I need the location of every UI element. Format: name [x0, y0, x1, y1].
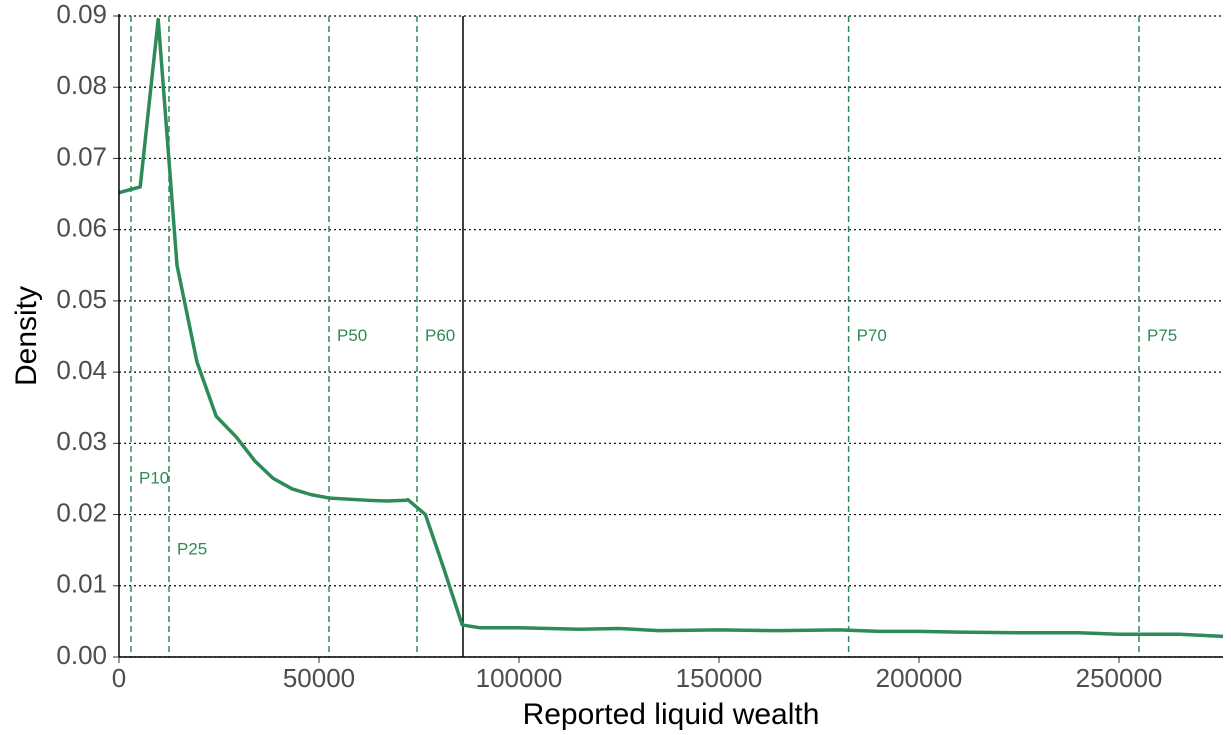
percentile-label: P60 [425, 326, 455, 345]
x-tick-label: 150000 [676, 663, 763, 693]
percentile-label: P50 [337, 326, 367, 345]
x-tick-label: 0 [112, 663, 126, 693]
percentile-label: P75 [1147, 326, 1177, 345]
x-tick-label: 200000 [876, 663, 963, 693]
x-tick-label: 100000 [476, 663, 563, 693]
x-tick-label: 50000 [283, 663, 355, 693]
y-tick-label: 0.01 [56, 569, 107, 599]
x-tick-label: 250000 [1076, 663, 1163, 693]
y-tick-label: 0.09 [56, 0, 107, 29]
y-tick-label: 0.03 [56, 426, 107, 456]
x-axis-title: Reported liquid wealth [523, 698, 820, 731]
y-axis-title: Density [10, 286, 43, 386]
percentile-label: P10 [139, 468, 169, 487]
y-tick-label: 0.08 [56, 70, 107, 100]
y-tick-label: 0.05 [56, 284, 107, 314]
y-tick-label: 0.02 [56, 497, 107, 527]
percentile-label: P70 [857, 326, 887, 345]
percentile-label: P25 [177, 540, 207, 559]
density-line [118, 17, 1224, 639]
y-tick-label: 0.07 [56, 141, 107, 171]
y-tick-label: 0.04 [56, 355, 107, 385]
y-tick-label: 0.00 [56, 640, 107, 670]
y-tick-label: 0.06 [56, 213, 107, 243]
